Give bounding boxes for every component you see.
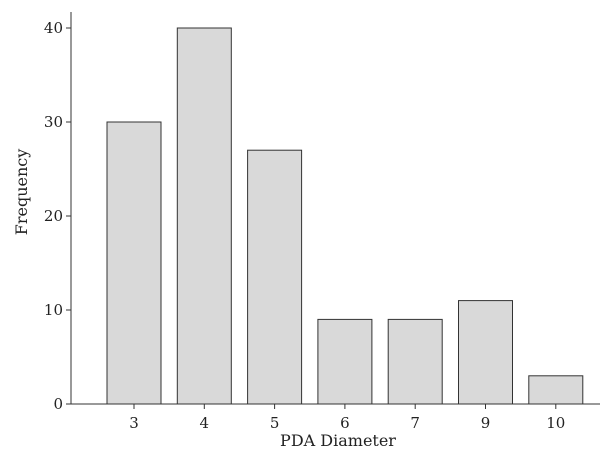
y-ticks: 0 10 20 30 40 — [44, 19, 71, 413]
y-tick-label-40: 40 — [44, 19, 63, 37]
y-tick-label-10: 10 — [44, 301, 63, 319]
bar-5 — [247, 149, 303, 405]
y-tick-label-20: 20 — [44, 207, 63, 225]
bar-9 — [458, 300, 513, 405]
x-tick-label-6: 6 — [340, 414, 350, 432]
x-axis-title: PDA Diameter — [280, 431, 396, 450]
x-ticks: 3 4 5 6 7 9 10 — [129, 404, 565, 432]
y-tick-label-0: 0 — [53, 395, 63, 413]
bar-3 — [106, 121, 162, 405]
x-tick-label-4: 4 — [200, 414, 210, 432]
bar-6 — [317, 318, 373, 405]
bars — [106, 27, 584, 405]
x-tick-label-9: 9 — [481, 414, 491, 432]
bar-10 — [528, 375, 584, 405]
y-tick-label-30: 30 — [44, 113, 63, 131]
x-tick-label-3: 3 — [129, 414, 139, 432]
bar-7 — [387, 318, 443, 405]
y-axis-title: Frequency — [12, 149, 31, 236]
x-tick-label-7: 7 — [410, 414, 420, 432]
x-tick-label-10: 10 — [546, 414, 565, 432]
bar-4 — [176, 27, 232, 405]
x-tick-label-5: 5 — [270, 414, 280, 432]
